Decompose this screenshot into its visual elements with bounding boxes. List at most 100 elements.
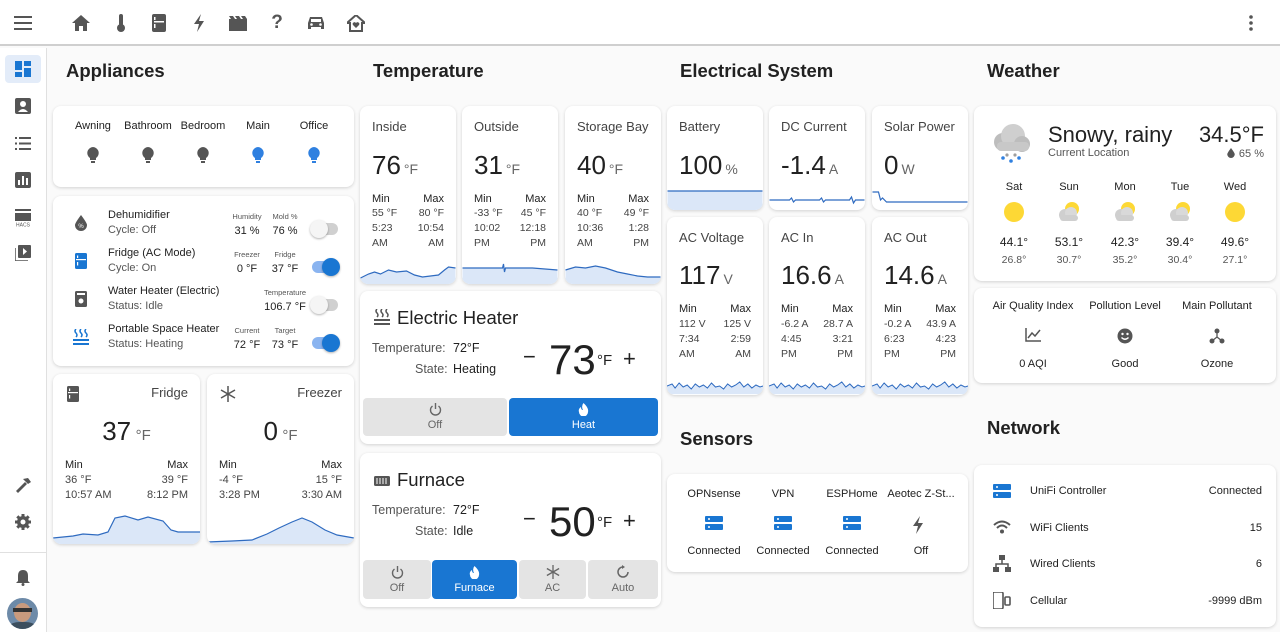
- light-label: Bathroom: [124, 120, 172, 132]
- sensor-sparkline: [872, 381, 968, 395]
- account-box-icon[interactable]: [12, 96, 34, 116]
- device-toggle[interactable]: [312, 334, 340, 352]
- bell-icon[interactable]: [12, 567, 34, 587]
- fridge-card[interactable]: Fridge 37 °F Min Max 36 °F 39 °F 10:57 A…: [53, 374, 200, 544]
- furnace-mode-ac-button[interactable]: AC: [519, 560, 586, 599]
- sensor-sparkline: [667, 381, 763, 395]
- car-icon[interactable]: [305, 12, 327, 34]
- light-label: Office: [299, 120, 329, 132]
- radiator-icon: [372, 308, 392, 326]
- device-toggle[interactable]: [310, 220, 338, 238]
- water-percent-icon: %: [73, 214, 89, 232]
- furnace-mode-off-button[interactable]: Off: [363, 560, 431, 599]
- furnace-decrease-button[interactable]: −: [523, 506, 536, 531]
- media-icon[interactable]: [12, 243, 34, 263]
- sensor-unit: %: [725, 161, 738, 177]
- temperature-sensor-card[interactable]: Outside 31 °F Min Max -33 °F 10:02 PM 45 °F 12:18…: [462, 106, 558, 284]
- thermometer-icon[interactable]: [110, 12, 132, 34]
- movie-icon[interactable]: [227, 12, 249, 34]
- sensor-value: 100: [679, 150, 723, 180]
- settings-icon[interactable]: [12, 512, 34, 532]
- fridge-card-value-row: 37 °F: [53, 416, 200, 447]
- home-heart-icon[interactable]: [345, 12, 367, 34]
- toggle-knob: [310, 296, 328, 314]
- heater-mode-heat-button[interactable]: Heat: [509, 398, 658, 436]
- heater-mode-off-button[interactable]: Off: [363, 398, 507, 436]
- avatar[interactable]: [7, 598, 38, 629]
- device-attr-label: Fridge: [274, 250, 296, 259]
- heater-increase-button[interactable]: +: [623, 346, 636, 371]
- air-glyph: [1209, 328, 1225, 344]
- min-label: Min: [781, 303, 799, 315]
- fridge-icon[interactable]: [148, 12, 170, 34]
- furnace-increase-button[interactable]: +: [623, 508, 636, 533]
- sensor-sparkline: [769, 381, 865, 395]
- device-toggle[interactable]: [312, 258, 340, 276]
- sensor-value: 0: [884, 150, 899, 180]
- device-attr-label: Target: [274, 326, 296, 335]
- sensor-sparkline: [872, 191, 968, 203]
- lightbulb-icon[interactable]: [140, 147, 156, 165]
- electrical-sensor-card[interactable]: Solar Power 0 W: [872, 106, 968, 210]
- weather-glyph: [1059, 202, 1079, 221]
- flash-icon[interactable]: [188, 12, 210, 34]
- flash-icon[interactable]: [912, 516, 930, 534]
- lightbulb-icon[interactable]: [195, 147, 211, 165]
- device-toggle[interactable]: [310, 296, 338, 314]
- network-item-name: WiFi Clients: [1030, 521, 1089, 534]
- server-network-icon[interactable]: [843, 516, 861, 534]
- sensor-unit: A: [937, 271, 947, 287]
- menu-icon[interactable]: [12, 13, 34, 33]
- network-card: UniFi Controller Connected WiFi Clients 15 W…: [974, 465, 1276, 627]
- hacs-icon[interactable]: HACS: [12, 207, 34, 229]
- electrical-sensor-card[interactable]: AC Out 14.6 A Min Max -0.2 A 6:23 PM 43.9 A 4:23 P…: [872, 217, 968, 395]
- sensor-status-state: Connected: [825, 545, 879, 557]
- lightbulb-icon[interactable]: [85, 147, 101, 165]
- snowflake-icon: [546, 565, 559, 579]
- avatar-shirt: [10, 622, 35, 629]
- electrical-sensor-card[interactable]: Battery 100%: [667, 106, 763, 210]
- heater-decrease-button[interactable]: −: [523, 344, 536, 369]
- fridge-card-icon: [65, 385, 81, 403]
- weather-card[interactable]: Snowy, rainy Current Location 34.5°F 65 …: [974, 106, 1276, 281]
- more-options-icon[interactable]: [1240, 12, 1262, 34]
- light-label: Main: [246, 120, 270, 132]
- max-detail: PM: [837, 348, 853, 360]
- max-detail: 45 °F: [520, 207, 546, 219]
- forecast-day: Wed: [1223, 181, 1247, 193]
- sensor-status-state: Connected: [687, 545, 741, 557]
- freezer-card[interactable]: Freezer 0 °F Min Max -4 °F 15 °F 3:28 PM…: [207, 374, 354, 544]
- hammer-icon[interactable]: [12, 475, 34, 495]
- lightbulb-icon[interactable]: [306, 147, 322, 165]
- freezer-card-name: Freezer: [297, 385, 342, 400]
- weather-humidity-row: 65 %: [1227, 148, 1264, 160]
- molecule-icon: [1209, 328, 1225, 344]
- dashboard-icon[interactable]: [12, 59, 34, 79]
- furnace-mode-furnace-button[interactable]: Furnace: [432, 560, 517, 599]
- home-icon[interactable]: [70, 12, 92, 34]
- electrical-sensor-card[interactable]: AC In 16.6 A Min Max -6.2 A 4:45 PM 28.7 A 3:21 PM: [769, 217, 865, 395]
- furnace-target-unit: °F: [597, 514, 613, 531]
- fridge-min-value: 36 °F: [65, 474, 92, 486]
- power-icon: [429, 403, 441, 416]
- furnace-mode-auto-button[interactable]: Auto: [588, 560, 658, 599]
- max-label: Max: [525, 193, 546, 205]
- electrical-sensor-card[interactable]: AC Voltage 117 V Min Max 112 V 7:34 AM 125 V 2:59…: [667, 217, 763, 395]
- section-title-sensors: Sensors: [680, 428, 754, 449]
- list-icon[interactable]: [12, 133, 34, 153]
- temperature-sensor-card[interactable]: Storage Bay 40 °F Min Max 40 °F 10:36 AM 49 °F 1:…: [565, 106, 661, 284]
- help-icon[interactable]: ?: [271, 12, 283, 33]
- forecast-low: 26.8°: [1001, 254, 1027, 266]
- min-detail: 5:23: [372, 222, 393, 234]
- chart-icon[interactable]: [12, 170, 34, 190]
- electrical-sensor-card[interactable]: DC Current -1.4 A: [769, 106, 865, 210]
- sensor-name: Outside: [474, 119, 519, 134]
- server-network-icon[interactable]: [774, 516, 792, 534]
- server-network-icon[interactable]: [705, 516, 723, 534]
- sensor-unit: °F: [403, 161, 419, 177]
- forecast-low: 30.4°: [1167, 254, 1193, 266]
- lightbulb-icon[interactable]: [250, 147, 266, 165]
- sensor-name: DC Current: [781, 119, 847, 134]
- min-label: Min: [679, 303, 697, 315]
- temperature-sensor-card[interactable]: Inside 76 °F Min Max 55 °F 5:23 AM 80 °F 10:54 AM: [360, 106, 456, 284]
